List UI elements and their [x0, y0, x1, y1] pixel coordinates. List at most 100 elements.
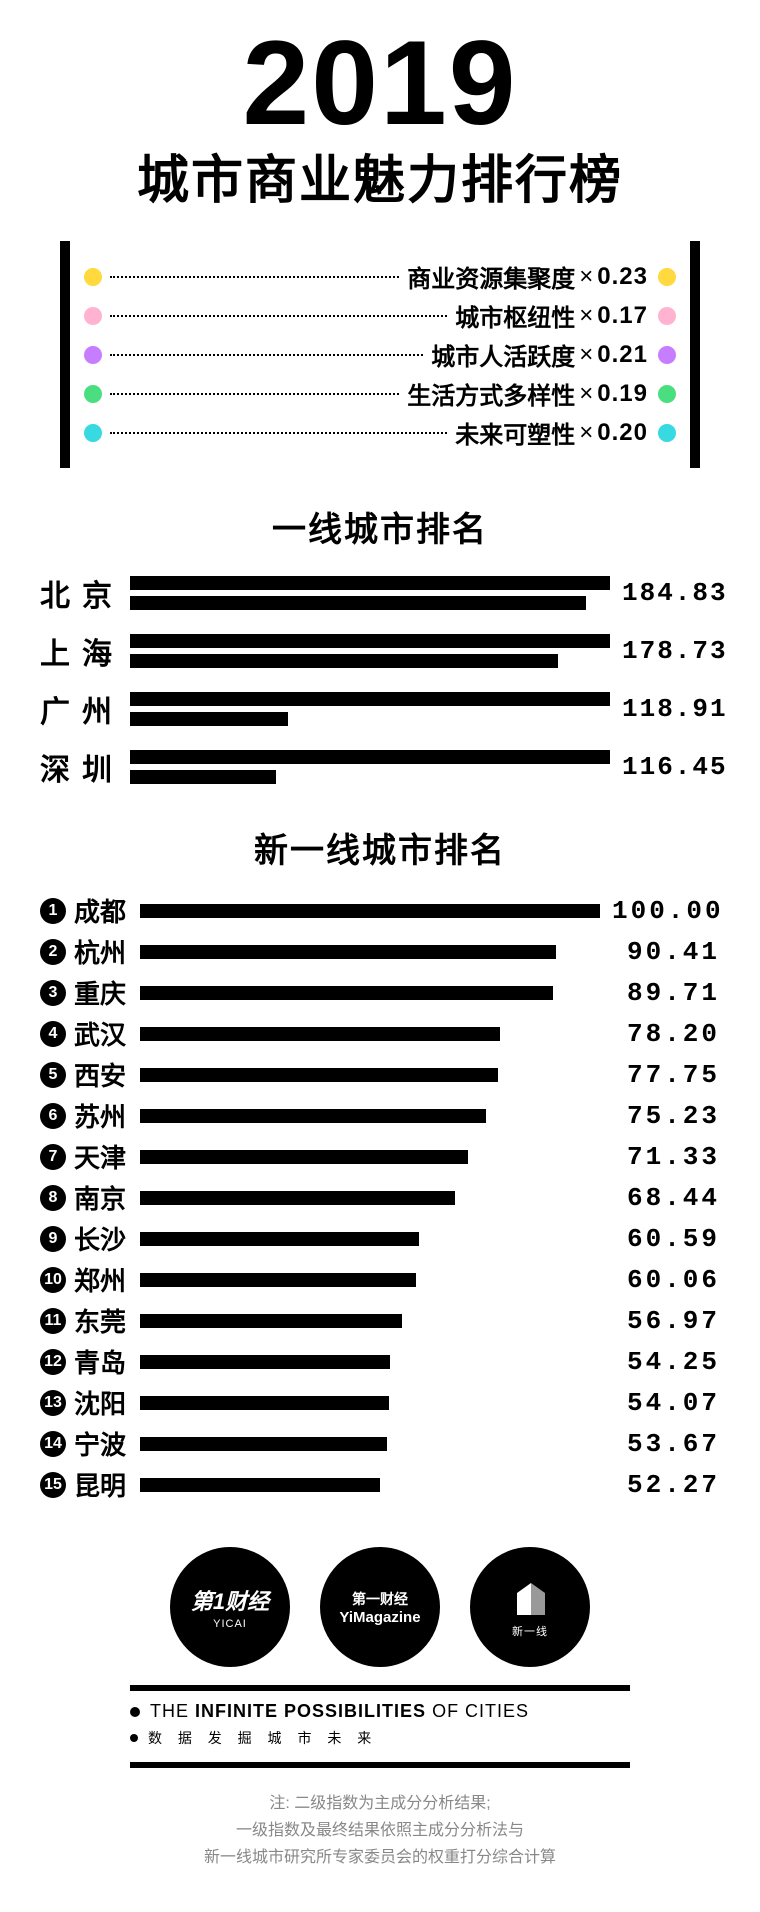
bar-value — [140, 1314, 402, 1328]
city-name: 广州 — [40, 687, 130, 731]
city-name: 深圳 — [40, 745, 130, 789]
bar-value — [140, 1437, 387, 1451]
bar-area — [140, 945, 600, 959]
bar-value — [140, 986, 553, 1000]
logo-yimag-line2: YiMagazine — [339, 1609, 420, 1626]
bar-value — [140, 1191, 455, 1205]
city-value: 118.91 — [610, 694, 720, 724]
city-name: 苏州 — [74, 1097, 140, 1134]
rank-badge: 13 — [40, 1390, 66, 1416]
footnote-line1: 注: 二级指数为主成分分析结果; — [100, 1790, 660, 1817]
city-name: 上海 — [40, 629, 130, 673]
city-name: 青岛 — [74, 1343, 140, 1380]
footnote-line3: 新一线城市研究所专家委员会的权重打分综合计算 — [100, 1844, 660, 1871]
newtier1-row: 12青岛54.25 — [40, 1343, 720, 1380]
newtier1-row: 11东莞56.97 — [40, 1302, 720, 1339]
newtier1-row: 2杭州90.41 — [40, 933, 720, 970]
newtier1-row: 7 天津 71.33 — [40, 1138, 720, 1175]
bar-area — [140, 1396, 600, 1410]
rank-badge: 1 — [40, 898, 66, 924]
city-value: 54.07 — [600, 1388, 720, 1418]
footer-logos: 第1财经 YICAI 第一财经 YiMagazine 新一线 — [0, 1547, 760, 1667]
bar-area — [140, 1355, 600, 1369]
weight-dot-icon — [84, 424, 102, 442]
bar-value — [130, 654, 558, 668]
tagline-en: THE INFINITE POSSIBILITIES OF CITIES — [130, 1701, 630, 1722]
bar-area — [140, 986, 600, 1000]
dotted-line — [110, 315, 447, 317]
weight-row: 城市枢纽性×0.17 — [70, 296, 690, 335]
city-value: 184.83 — [610, 578, 720, 608]
tagline-en-pre: THE — [150, 1701, 189, 1721]
weight-dot-icon — [658, 385, 676, 403]
newtier1-row: 10郑州60.06 — [40, 1261, 720, 1298]
newtier1-title: 新一线城市排名 — [0, 823, 760, 872]
weight-value: 0.19 — [597, 380, 648, 408]
bar-value — [140, 945, 556, 959]
tier1-row: 北京 184.83 — [40, 571, 720, 615]
city-name: 成都 — [74, 892, 140, 929]
logo-yimagazine: 第一财经 YiMagazine — [320, 1547, 440, 1667]
weight-value: 0.21 — [597, 341, 648, 369]
times-symbol: × — [575, 380, 597, 408]
tagline-box: THE INFINITE POSSIBILITIES OF CITIES 数 据… — [130, 1685, 630, 1768]
bar-value — [140, 1273, 416, 1287]
weight-dot-icon — [658, 346, 676, 364]
bullet-icon — [130, 1734, 138, 1742]
newtier1-row: 3重庆89.71 — [40, 974, 720, 1011]
rank-badge: 5 — [40, 1062, 66, 1088]
bar-value — [140, 1150, 468, 1164]
city-value: 71.33 — [600, 1142, 720, 1172]
bar-area — [140, 1314, 600, 1328]
city-name: 昆明 — [74, 1466, 140, 1503]
times-symbol: × — [575, 419, 597, 447]
bar-group — [130, 576, 610, 610]
bar-value — [140, 1068, 498, 1082]
logo-yimag-line1: 第一财经 — [352, 1589, 408, 1609]
city-value: 89.71 — [600, 978, 720, 1008]
weight-row: 城市人活跃度×0.21 — [70, 335, 690, 374]
city-value: 68.44 — [600, 1183, 720, 1213]
newtier1-row: 13沈阳54.07 — [40, 1384, 720, 1421]
rank-badge: 3 — [40, 980, 66, 1006]
city-name: 北京 — [40, 571, 130, 615]
city-name: 武汉 — [74, 1015, 140, 1052]
weight-dot-icon — [84, 385, 102, 403]
bar-area — [140, 1273, 600, 1287]
weight-dot-icon — [84, 307, 102, 325]
weight-value: 0.23 — [597, 263, 648, 291]
newtier1-row: 8南京68.44 — [40, 1179, 720, 1216]
header: 2019 城市商业魅力排行榜 — [0, 20, 760, 213]
tier1-title: 一线城市排名 — [0, 502, 760, 551]
newtier1-row: 6苏州75.23 — [40, 1097, 720, 1134]
weight-label: 城市枢纽性 — [455, 298, 575, 333]
rank-badge: 12 — [40, 1349, 66, 1375]
rank-badge: 7 — [40, 1144, 66, 1170]
weight-label: 生活方式多样性 — [407, 376, 575, 411]
bar-area — [140, 1191, 600, 1205]
rank-badge: 8 — [40, 1185, 66, 1211]
weight-value: 0.17 — [597, 302, 648, 330]
city-name: 天津 — [74, 1138, 140, 1175]
bar-full — [130, 576, 610, 590]
tagline-cn: 数 据 发 掘 城 市 未 来 — [130, 1728, 630, 1748]
bar-value — [130, 770, 276, 784]
building-icon — [507, 1575, 553, 1621]
city-value: 60.06 — [600, 1265, 720, 1295]
city-value: 60.59 — [600, 1224, 720, 1254]
weights-legend: 商业资源集聚度×0.23城市枢纽性×0.17城市人活跃度×0.21生活方式多样性… — [60, 241, 700, 468]
city-name: 杭州 — [74, 933, 140, 970]
weight-label: 商业资源集聚度 — [407, 259, 575, 294]
year-title: 2019 — [0, 20, 760, 146]
weight-dot-icon — [84, 268, 102, 286]
rank-badge: 6 — [40, 1103, 66, 1129]
logo-therising-sub: 新一线 — [512, 1623, 548, 1639]
bar-value — [140, 904, 600, 918]
tagline-en-bold: INFINITE POSSIBILITIES — [195, 1701, 426, 1721]
rank-badge: 14 — [40, 1431, 66, 1457]
bar-area — [140, 1027, 600, 1041]
city-name: 长沙 — [74, 1220, 140, 1257]
newtier1-row: 4武汉78.20 — [40, 1015, 720, 1052]
newtier1-row: 15昆明52.27 — [40, 1466, 720, 1503]
weight-value: 0.20 — [597, 419, 648, 447]
